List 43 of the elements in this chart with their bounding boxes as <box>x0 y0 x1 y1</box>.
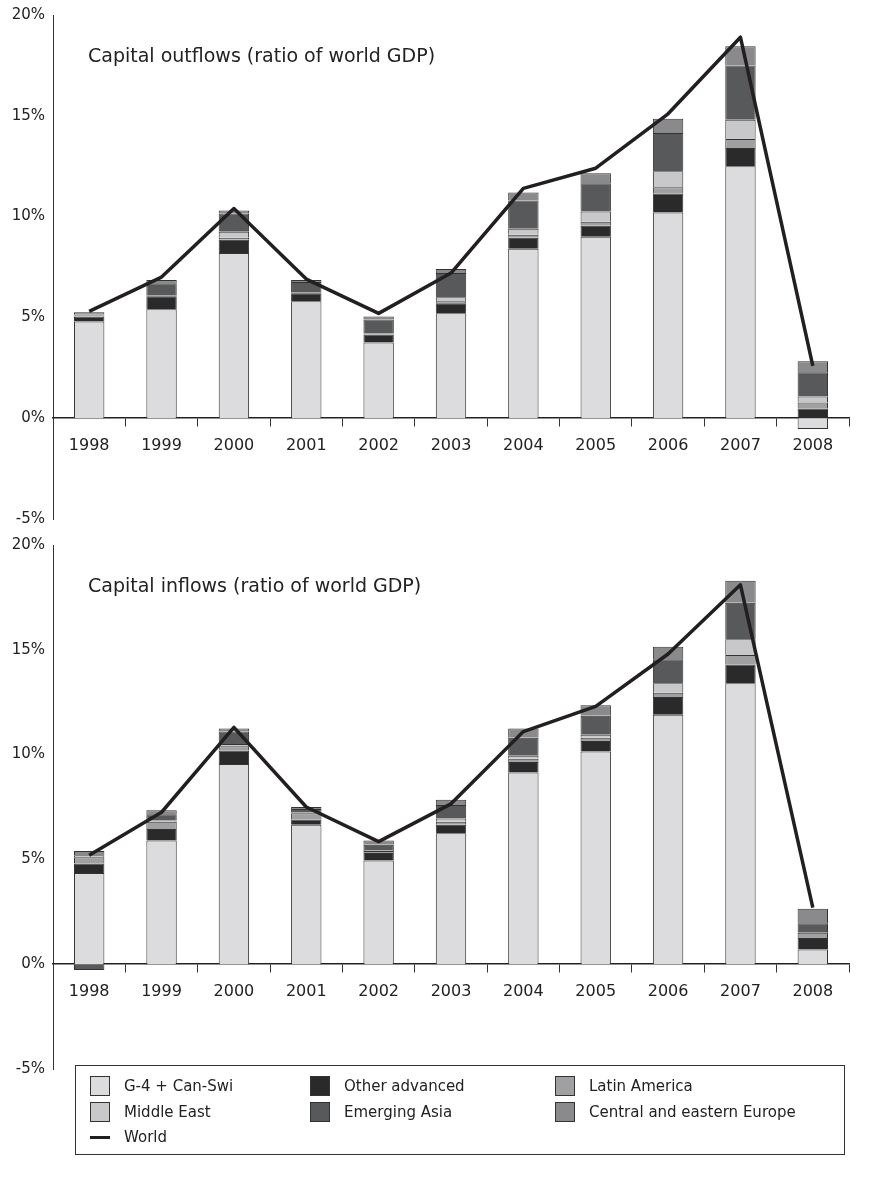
y-tick-label: 5% <box>21 849 45 868</box>
y-tick-label: 10% <box>11 206 45 225</box>
x-tick-label: 2000 <box>213 980 255 1000</box>
x-tick-label: 1999 <box>141 434 182 454</box>
x-tick-label: 2008 <box>792 434 834 454</box>
legend-label: Other advanced <box>344 1077 465 1095</box>
y-tick-label: 0% <box>21 954 45 973</box>
y-tick-label: 20% <box>11 4 45 23</box>
x-tick-label: 1999 <box>141 980 182 1000</box>
y-tick-label: 20% <box>11 534 45 553</box>
x-tick-label: 2001 <box>285 980 327 1000</box>
x-tick-label: 2005 <box>575 980 617 1000</box>
x-tick-label: 2001 <box>285 434 327 454</box>
y-tick-label: -5% <box>15 508 45 527</box>
y-tick-label: 0% <box>21 408 45 427</box>
x-tick-label: 2004 <box>503 434 544 454</box>
x-tick-label: 2007 <box>720 434 761 454</box>
x-tick-label: 2004 <box>503 980 544 1000</box>
x-tick-label: 2000 <box>213 434 255 454</box>
x-tick-label: 2002 <box>358 980 399 1000</box>
y-tick-label: 15% <box>11 105 45 124</box>
x-tick-label: 2005 <box>575 434 617 454</box>
y-tick-label: 5% <box>21 307 45 326</box>
x-tick-label: 2002 <box>358 434 399 454</box>
x-tick-label: 2008 <box>792 980 834 1000</box>
legend-label: Emerging Asia <box>344 1103 453 1121</box>
x-tick-label: 2006 <box>647 980 689 1000</box>
y-tick-label: 10% <box>11 744 45 763</box>
legend-label: World <box>124 1128 167 1146</box>
text: Capital outflows (ratio of world GDP) <box>88 43 436 66</box>
x-tick-label: 2007 <box>720 980 761 1000</box>
legend-label: Middle East <box>124 1103 211 1121</box>
x-tick-label: 2003 <box>430 434 472 454</box>
legend-label: G-4 + Can-Swi <box>124 1077 234 1095</box>
legend-label: Central and eastern Europe <box>589 1103 796 1121</box>
x-tick-label: 1998 <box>68 434 110 454</box>
x-tick-label: 2003 <box>430 980 472 1000</box>
x-tick-label: 2006 <box>647 434 689 454</box>
y-tick-label: -5% <box>15 1058 45 1077</box>
x-tick-label: 1998 <box>68 980 110 1000</box>
legend-label: Latin America <box>589 1077 693 1095</box>
y-tick-label: 15% <box>11 639 45 658</box>
text: Capital inflows (ratio of world GDP) <box>88 573 422 596</box>
